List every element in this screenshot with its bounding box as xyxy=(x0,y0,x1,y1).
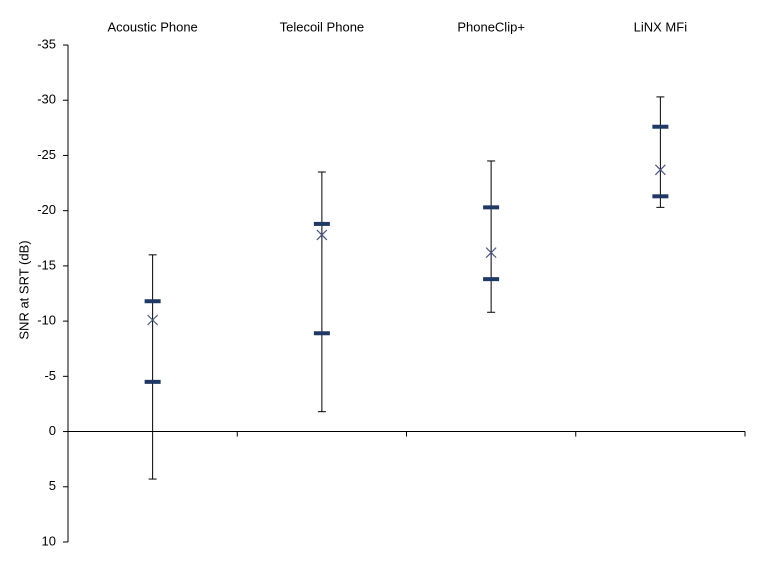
mean-marker xyxy=(147,314,159,326)
category-label: PhoneClip+ xyxy=(457,19,525,34)
quartile-bar xyxy=(144,379,161,384)
y-tick-label: -20 xyxy=(37,202,56,217)
y-tick-label: -5 xyxy=(44,368,56,383)
y-axis-label: SNR at SRT (dB) xyxy=(16,240,31,339)
quartile-bar xyxy=(313,331,330,336)
y-tick-label: -15 xyxy=(37,257,56,272)
quartile-bar xyxy=(313,221,330,226)
category-label: Acoustic Phone xyxy=(107,19,197,34)
mean-marker xyxy=(316,229,328,241)
category-label: Telecoil Phone xyxy=(280,19,365,34)
y-tick-label: -10 xyxy=(37,313,56,328)
mean-marker xyxy=(485,247,497,259)
quartile-bar xyxy=(144,299,161,304)
y-tick-label: -30 xyxy=(37,92,56,107)
y-tick-label: 5 xyxy=(49,478,56,493)
quartile-bar xyxy=(483,205,500,210)
y-tick-label: -25 xyxy=(37,147,56,162)
quartile-bar xyxy=(483,277,500,282)
y-tick-label: 0 xyxy=(49,423,56,438)
y-tick-label: 10 xyxy=(42,533,56,548)
category-label: LiNX MFi xyxy=(634,19,688,34)
y-tick-label: -35 xyxy=(37,36,56,51)
mean-marker xyxy=(654,164,666,176)
quartile-bar xyxy=(652,194,669,199)
quartile-bar xyxy=(652,124,669,129)
